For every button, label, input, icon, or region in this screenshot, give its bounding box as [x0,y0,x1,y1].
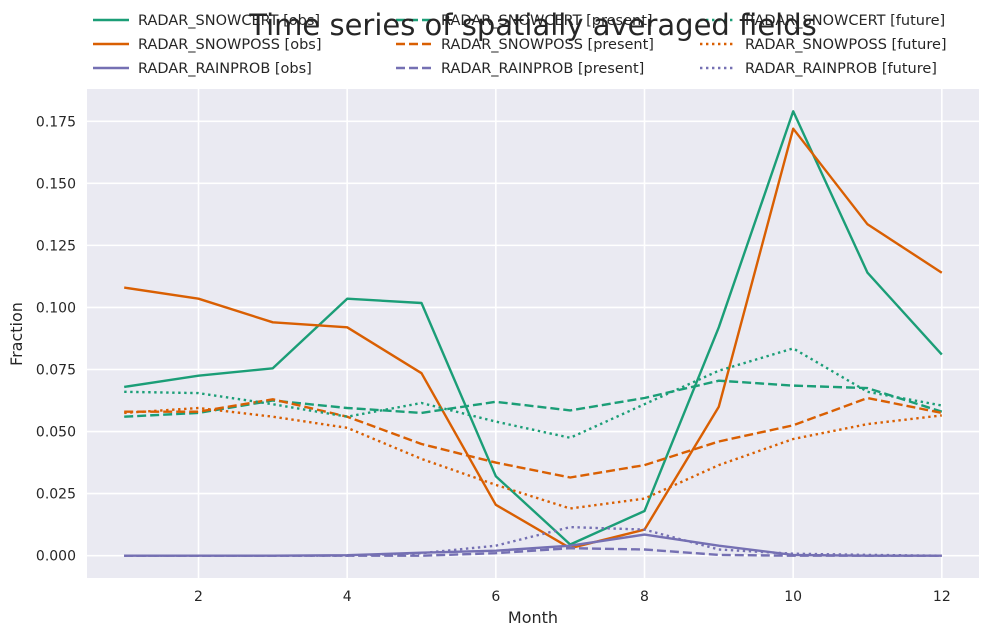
x-tick-label: 6 [491,589,500,605]
legend-label: RADAR_RAINPROB [obs] [138,61,312,77]
series-line-1 [124,110,943,546]
legend: RADAR_SNOWCERT [obs] RADAR_SNOWPOSS [obs]… [93,13,947,77]
legend-label: RADAR_SNOWCERT [obs] [138,13,320,29]
series-line-7 [124,347,943,439]
legend-label: RADAR_SNOWPOSS [obs] [138,37,321,53]
y-tick-label: 0.175 [36,114,76,130]
x-tick-label: 8 [640,589,649,605]
y-tick-label: 0.025 [36,487,76,503]
legend-label: RADAR_RAINPROB [present] [441,61,644,77]
plot-background [87,89,979,578]
x-tick-labels: 2 4 6 8 10 12 [194,589,951,605]
legend-label: RADAR_SNOWCERT [future] [745,13,945,29]
y-tick-label: 0.125 [36,238,76,254]
y-tick-labels: 0.000 0.025 0.050 0.075 0.100 0.125 0.150 0.175 [36,114,76,564]
x-gridlines [197,89,943,578]
y-axis-title: Fraction [7,302,26,366]
y-tick-label: 0.150 [36,176,76,192]
y-tick-label: 0.000 [36,549,76,565]
x-tick-label: 2 [194,589,203,605]
x-tick-label: 12 [933,589,951,605]
series-line-8 [124,406,942,510]
series-lines [124,110,943,557]
y-gridlines [87,120,979,557]
x-axis-title: Month [508,608,558,627]
series-line-2 [124,127,943,550]
series-line-9 [124,525,942,557]
x-tick-label: 4 [343,589,352,605]
legend-label: RADAR_SNOWPOSS [present] [441,37,654,53]
y-tick-label: 0.075 [36,362,76,378]
legend-label: RADAR_SNOWPOSS [future] [745,37,947,53]
y-tick-label: 0.100 [36,300,76,316]
series-line-6 [124,547,942,557]
y-tick-label: 0.050 [36,425,76,441]
legend-label: RADAR_SNOWCERT [present] [441,13,653,29]
x-tick-label: 10 [784,589,802,605]
series-line-5 [124,396,943,479]
chart-title: Time series of spatially averaged fields [248,8,816,42]
legend-label: RADAR_RAINPROB [future] [745,61,937,77]
